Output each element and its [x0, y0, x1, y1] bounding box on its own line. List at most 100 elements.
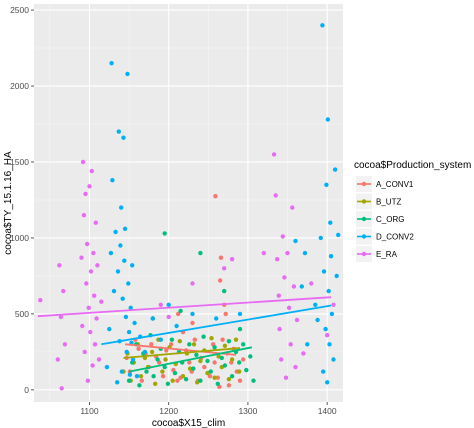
data-point	[291, 284, 297, 289]
data-point	[208, 369, 213, 374]
data-point	[285, 250, 290, 256]
y-tick-label: 1500	[10, 157, 29, 167]
data-point	[113, 229, 118, 235]
x-tick-label: 1300	[238, 406, 257, 416]
legend-key-point	[361, 216, 367, 222]
data-point	[313, 302, 318, 307]
data-point	[139, 378, 144, 383]
data-point	[151, 374, 156, 379]
data-point	[57, 263, 62, 268]
data-point	[207, 374, 213, 379]
data-point	[165, 381, 171, 386]
data-point	[299, 284, 304, 289]
data-point	[160, 374, 166, 379]
data-point	[190, 311, 195, 317]
data-point	[226, 383, 232, 388]
data-point	[328, 254, 334, 259]
data-point	[176, 311, 181, 317]
data-point	[209, 336, 214, 341]
data-point	[138, 374, 144, 379]
data-point	[38, 298, 43, 303]
data-point	[229, 374, 235, 379]
data-point	[62, 342, 68, 347]
data-point	[194, 352, 199, 358]
data-point	[331, 302, 336, 307]
data-point	[286, 305, 292, 310]
plot-panel	[34, 4, 343, 402]
data-point	[110, 178, 115, 183]
data-point	[212, 345, 217, 350]
legend-label: D_CONV2	[376, 233, 414, 242]
data-point	[325, 117, 331, 122]
data-point	[172, 370, 178, 376]
data-point	[215, 381, 220, 386]
data-point	[126, 378, 132, 383]
data-point	[190, 320, 195, 326]
data-point	[237, 326, 243, 332]
data-point	[276, 293, 281, 298]
data-point	[90, 363, 95, 368]
fit-line-E_RA	[37, 296, 332, 318]
data-point	[174, 323, 179, 329]
data-point	[164, 348, 169, 353]
data-point	[81, 213, 87, 218]
data-point	[155, 357, 160, 362]
legend-item-D_CONV2: D_CONV2	[356, 228, 414, 245]
data-point	[144, 369, 149, 374]
data-point	[293, 364, 298, 370]
data-point	[212, 375, 217, 380]
data-point	[261, 250, 266, 256]
data-point	[170, 378, 175, 383]
data-point	[198, 378, 203, 383]
legend: cocoa$Production_system A_CONV1 B_UTZ C_OR…	[354, 160, 471, 262]
data-point	[158, 337, 163, 342]
fit-line-A_CONV1	[125, 343, 237, 356]
data-point	[192, 337, 197, 342]
data-point	[121, 135, 126, 140]
data-point	[169, 337, 175, 342]
data-point	[124, 349, 129, 355]
fit-line-C_ORG	[128, 346, 253, 373]
data-point	[219, 355, 224, 361]
data-point	[83, 191, 88, 197]
data-point	[183, 377, 189, 382]
legend-key-point	[361, 199, 367, 204]
data-point	[332, 167, 338, 172]
grid-minor	[34, 4, 343, 402]
data-point	[190, 281, 195, 286]
data-point	[127, 372, 133, 377]
data-point	[214, 316, 219, 321]
data-point	[218, 278, 223, 283]
data-point	[222, 288, 227, 294]
data-point	[302, 250, 308, 256]
data-point	[55, 357, 60, 362]
data-point	[187, 360, 192, 365]
x-tick-label: 1200	[159, 406, 178, 416]
data-point	[149, 349, 155, 355]
data-point	[213, 194, 218, 199]
data-point	[187, 366, 193, 371]
data-point	[82, 349, 87, 355]
legend-label: E_RA	[376, 250, 398, 259]
data-point	[109, 61, 114, 66]
legend-title: cocoa$Production_system	[354, 160, 471, 171]
x-tick-label: 1100	[80, 406, 99, 416]
data-point	[92, 293, 97, 298]
data-point	[293, 238, 298, 244]
data-point	[233, 337, 239, 342]
data-point	[222, 343, 228, 348]
data-point	[175, 378, 180, 383]
data-point	[122, 258, 127, 263]
legend-key-point	[361, 234, 367, 239]
data-point	[277, 326, 282, 332]
data-point	[325, 380, 330, 385]
data-point	[93, 220, 99, 225]
data-point	[326, 288, 331, 294]
data-point	[166, 314, 171, 320]
data-point	[329, 311, 335, 317]
legend-item-E_RA: E_RA	[356, 246, 398, 262]
data-point	[309, 281, 314, 286]
data-point	[153, 381, 158, 386]
data-point	[130, 357, 136, 362]
legend-label: C_ORG	[376, 215, 404, 224]
